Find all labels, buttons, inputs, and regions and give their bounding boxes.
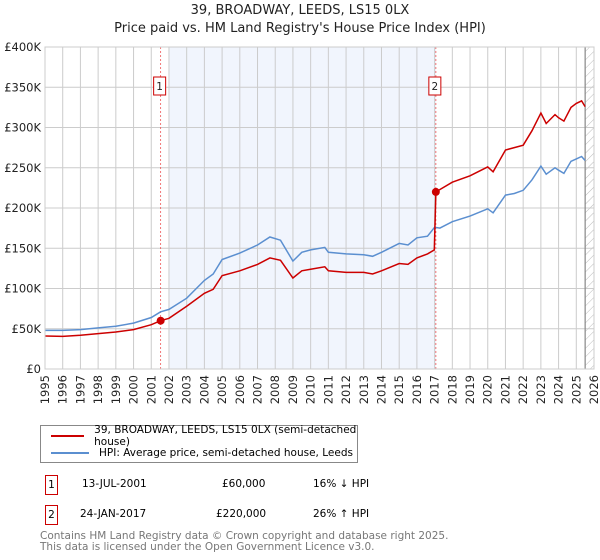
footer-copyright: Contains HM Land Registry data © Crown c… bbox=[40, 530, 449, 542]
sale-badge bbox=[153, 76, 167, 96]
y-tick-label: £400K bbox=[4, 40, 41, 54]
x-tick-label: 2011 bbox=[321, 375, 335, 404]
x-tick-label: 2015 bbox=[392, 375, 406, 404]
x-tick-label: 2004 bbox=[197, 375, 211, 404]
transaction-date: 13-JUL-2001 bbox=[82, 478, 147, 490]
x-tick-label: 2014 bbox=[374, 375, 388, 404]
x-tick-label: 2001 bbox=[144, 375, 158, 404]
x-tick-label: 2026 bbox=[587, 375, 600, 404]
sale-point bbox=[156, 316, 165, 325]
x-tick-label: 1998 bbox=[91, 375, 105, 404]
transaction-hpi: 16% ↓ HPI bbox=[313, 478, 370, 490]
y-tick-label: £50K bbox=[12, 322, 42, 336]
transaction-row: 1 13-JUL-2001 £60,000 16% ↓ HPI bbox=[40, 475, 440, 495]
x-tick-label: 2013 bbox=[357, 375, 371, 404]
transaction-price: £220,000 bbox=[216, 508, 267, 520]
legend-swatch-red bbox=[51, 435, 85, 437]
x-tick-label: 2009 bbox=[286, 375, 300, 404]
transaction-badge: 1 bbox=[45, 475, 58, 495]
x-tick-label: 1997 bbox=[73, 375, 87, 404]
price-chart: £0 £50K £100K £150K £200K £250K £300K £350K £400… bbox=[4, 40, 600, 404]
x-tick-label: 2022 bbox=[516, 375, 530, 404]
y-tick-label: £200K bbox=[4, 201, 41, 215]
y-tick-label: £250K bbox=[4, 161, 41, 175]
x-tick-label: 1999 bbox=[109, 375, 123, 404]
x-tick-label: 2007 bbox=[251, 375, 265, 404]
x-tick-label: 2025 bbox=[569, 375, 583, 404]
x-tick-label: 2012 bbox=[339, 375, 353, 404]
transaction-date: 24-JAN-2017 bbox=[80, 508, 147, 520]
y-tick-label: £100K bbox=[4, 282, 41, 296]
transaction-row: 2 24-JAN-2017 £220,000 26% ↑ HPI bbox=[40, 505, 440, 525]
plot-frame bbox=[44, 46, 595, 370]
x-tick-label: 2006 bbox=[233, 375, 247, 404]
x-tick-label: 1995 bbox=[38, 375, 52, 404]
chart-title: 39, BROADWAY, LEEDS, LS15 0LX bbox=[190, 3, 410, 18]
transaction-price: £60,000 bbox=[222, 478, 266, 490]
x-tick-label: 2020 bbox=[481, 375, 495, 404]
x-tick-label: 2000 bbox=[127, 375, 141, 404]
legend-item-hpi: HPI: Average price, semi-detached house,… bbox=[51, 445, 353, 461]
x-tick-label: 2008 bbox=[268, 375, 282, 404]
sale-point bbox=[431, 187, 440, 196]
legend-label: 39, BROADWAY, LEEDS, LS15 0LX (semi-deta… bbox=[94, 424, 357, 448]
footer-licence: This data is licensed under the Open Gov… bbox=[40, 541, 375, 553]
x-tick-label: 2010 bbox=[304, 375, 318, 404]
x-tick-label: 2018 bbox=[445, 375, 459, 404]
transaction-hpi: 26% ↑ HPI bbox=[313, 508, 370, 520]
sale-badge-label: 1 bbox=[156, 81, 163, 93]
y-tick-label: £150K bbox=[4, 241, 41, 255]
sale-badge-label: 2 bbox=[432, 81, 439, 93]
x-tick-label: 2019 bbox=[463, 375, 477, 404]
legend-swatch-blue bbox=[51, 452, 89, 454]
x-tick-label: 1996 bbox=[56, 375, 70, 404]
y-tick-label: £300K bbox=[4, 121, 41, 135]
x-tick-label: 2017 bbox=[428, 375, 442, 404]
y-tick-label: £350K bbox=[4, 80, 41, 94]
series-line bbox=[44, 99, 586, 338]
x-tick-label: 2021 bbox=[498, 375, 512, 404]
legend-label: HPI: Average price, semi-detached house,… bbox=[99, 447, 353, 459]
series-line bbox=[45, 155, 586, 332]
x-tick-label: 2005 bbox=[215, 375, 229, 404]
x-tick-label: 2016 bbox=[410, 375, 424, 404]
transaction-badge: 2 bbox=[45, 505, 58, 525]
chart-subtitle: Price paid vs. HM Land Registry's House … bbox=[114, 21, 486, 36]
x-tick-label: 2003 bbox=[180, 375, 194, 404]
x-tick-label: 2024 bbox=[552, 375, 566, 404]
legend-item-property: 39, BROADWAY, LEEDS, LS15 0LX (semi-deta… bbox=[51, 424, 357, 448]
legend: 39, BROADWAY, LEEDS, LS15 0LX (semi-deta… bbox=[40, 424, 358, 463]
sale-badge bbox=[428, 76, 442, 96]
x-tick-label: 2023 bbox=[534, 375, 548, 404]
y-tick-label: £0 bbox=[26, 362, 41, 376]
x-tick-label: 2002 bbox=[162, 375, 176, 404]
